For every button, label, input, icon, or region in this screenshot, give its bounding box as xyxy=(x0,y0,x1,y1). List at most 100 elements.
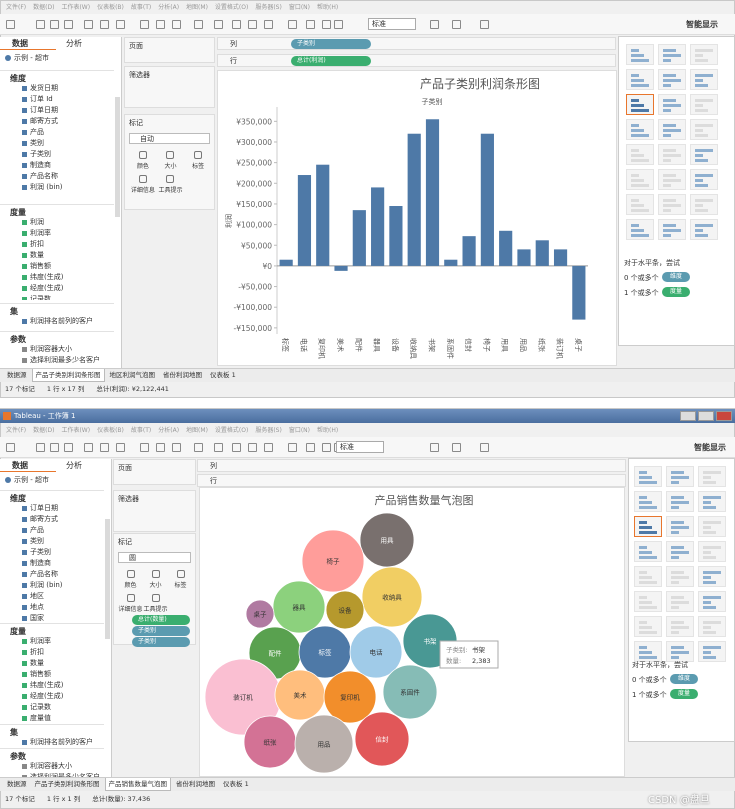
chart-thumbnail[interactable] xyxy=(698,516,726,537)
chart-thumbnail[interactable] xyxy=(634,466,662,487)
mark-button[interactable]: 颜色 xyxy=(129,149,157,171)
menu-item[interactable]: 分析(A) xyxy=(158,4,180,11)
field[interactable]: 类别 xyxy=(30,139,44,147)
chart-thumbnail[interactable] xyxy=(658,144,686,165)
field[interactable]: 邮寄方式 xyxy=(30,515,58,523)
field[interactable]: 数量 xyxy=(30,659,44,667)
toolbar-icon[interactable] xyxy=(156,20,165,29)
menu-item[interactable]: 工作表(W) xyxy=(61,427,91,434)
mark-button[interactable]: 详细信息 xyxy=(129,173,157,195)
chart-thumbnail[interactable] xyxy=(690,94,718,115)
pane-tab[interactable]: 分析 xyxy=(66,39,82,48)
chart-thumbnail[interactable] xyxy=(626,169,654,190)
toolbar-icon[interactable] xyxy=(6,20,15,29)
field[interactable]: 销售额 xyxy=(30,262,51,270)
field[interactable]: 订单日期 xyxy=(30,106,58,114)
toolbar-icon[interactable] xyxy=(194,20,203,29)
toolbar-icon[interactable] xyxy=(116,20,125,29)
menu-item[interactable]: 服务器(S) xyxy=(255,4,282,11)
chart-thumbnail[interactable] xyxy=(666,516,694,537)
field[interactable]: 经度(生成) xyxy=(30,692,64,700)
chart-thumbnail[interactable] xyxy=(626,144,654,165)
toolbar-icon[interactable] xyxy=(334,20,343,29)
field[interactable]: 记录数 xyxy=(30,295,51,300)
pill[interactable]: 总计(数量) xyxy=(132,615,190,625)
field[interactable]: 发货日期 xyxy=(30,84,58,92)
chart-thumbnail[interactable] xyxy=(658,194,686,215)
toolbar-icon[interactable] xyxy=(50,20,59,29)
toolbar-icon[interactable] xyxy=(232,20,241,29)
field[interactable]: 订单 Id xyxy=(30,95,53,103)
toolbar-icon[interactable] xyxy=(452,443,461,452)
toolbar-icon[interactable] xyxy=(480,443,489,452)
chart-thumbnail[interactable] xyxy=(690,194,718,215)
toolbar-icon[interactable] xyxy=(322,443,331,452)
field[interactable]: 利润 xyxy=(30,218,44,226)
chart-thumbnail[interactable] xyxy=(626,69,654,90)
mark-button[interactable]: 颜色 xyxy=(118,568,143,590)
mark-button[interactable]: 标签 xyxy=(168,568,193,590)
sheet-tab[interactable]: 产品子类别利润条形图 xyxy=(31,369,105,382)
field[interactable]: 纬度(生成) xyxy=(30,273,64,281)
chart-thumbnail[interactable] xyxy=(690,69,718,90)
field[interactable]: 子类别 xyxy=(30,150,51,158)
sheet-tab[interactable]: 产品子类别利润条形图 xyxy=(34,780,100,788)
chart-thumbnail[interactable] xyxy=(690,44,718,65)
show-me-button[interactable]: 智能显示 xyxy=(686,20,718,29)
chart-thumbnail[interactable] xyxy=(666,566,694,587)
chart-thumbnail[interactable] xyxy=(634,491,662,512)
toolbar-icon[interactable] xyxy=(64,443,73,452)
toolbar-icon[interactable] xyxy=(100,443,109,452)
toolbar-icon[interactable] xyxy=(194,443,203,452)
chart-thumbnail[interactable] xyxy=(658,169,686,190)
toolbar-icon[interactable] xyxy=(264,443,273,452)
mark-type-dropdown[interactable]: 自动 xyxy=(129,133,210,144)
field[interactable]: 选择利润最多少名客户 xyxy=(30,773,100,777)
data-source[interactable]: 示例 - 超市 xyxy=(14,476,49,484)
menu-item[interactable]: 数据(D) xyxy=(33,427,55,434)
chart-thumbnail[interactable] xyxy=(690,144,718,165)
data-source[interactable]: 示例 - 超市 xyxy=(14,54,49,62)
chart-thumbnail[interactable] xyxy=(698,466,726,487)
field[interactable]: 产品 xyxy=(30,128,44,136)
menu-item[interactable]: 故事(T) xyxy=(130,427,152,434)
toolbar-icon[interactable] xyxy=(232,443,241,452)
chart-thumbnail[interactable] xyxy=(634,616,662,637)
chart-thumbnail[interactable] xyxy=(626,94,654,115)
chart-thumbnail[interactable] xyxy=(626,219,654,240)
chart-thumbnail[interactable] xyxy=(698,616,726,637)
field[interactable]: 记录数 xyxy=(30,703,51,711)
field[interactable]: 利润 (bin) xyxy=(30,581,63,589)
toolbar-icon[interactable] xyxy=(430,443,439,452)
show-me-button[interactable]: 智能显示 xyxy=(694,443,726,452)
field[interactable]: 邮寄方式 xyxy=(30,117,58,125)
sheet-tab[interactable]: 数据源 xyxy=(7,780,27,788)
mark-button[interactable]: 详细信息 xyxy=(118,592,143,614)
chart-thumbnail[interactable] xyxy=(698,541,726,562)
chart-thumbnail[interactable] xyxy=(698,491,726,512)
sheet-tab[interactable]: 仪表板 1 xyxy=(210,371,236,379)
field[interactable]: 利润容器大小 xyxy=(30,762,72,770)
menu-item[interactable]: 帮助(H) xyxy=(316,427,339,434)
chart-thumbnail[interactable] xyxy=(690,169,718,190)
toolbar-icon[interactable] xyxy=(288,443,297,452)
chart-thumbnail[interactable] xyxy=(626,194,654,215)
field[interactable]: 制造商 xyxy=(30,161,51,169)
toolbar-icon[interactable] xyxy=(172,443,181,452)
toolbar-icon[interactable] xyxy=(140,443,149,452)
window-button[interactable] xyxy=(698,411,714,421)
menu-item[interactable]: 窗口(N) xyxy=(288,4,310,11)
field[interactable]: 类别 xyxy=(30,537,44,545)
window-button[interactable] xyxy=(716,411,732,421)
menu-item[interactable]: 地图(M) xyxy=(186,427,208,434)
menu-item[interactable]: 设置格式(O) xyxy=(214,427,249,434)
pane-tab[interactable]: 分析 xyxy=(66,461,82,470)
chart-thumbnail[interactable] xyxy=(666,641,694,662)
toolbar-icon[interactable] xyxy=(264,20,273,29)
toolbar-icon[interactable] xyxy=(248,20,257,29)
chart-thumbnail[interactable] xyxy=(634,641,662,662)
field[interactable]: 订单日期 xyxy=(30,504,58,512)
field[interactable]: 制造商 xyxy=(30,559,51,567)
chart-thumbnail[interactable] xyxy=(626,119,654,140)
sheet-tab[interactable]: 省份利润地图 xyxy=(163,371,202,379)
